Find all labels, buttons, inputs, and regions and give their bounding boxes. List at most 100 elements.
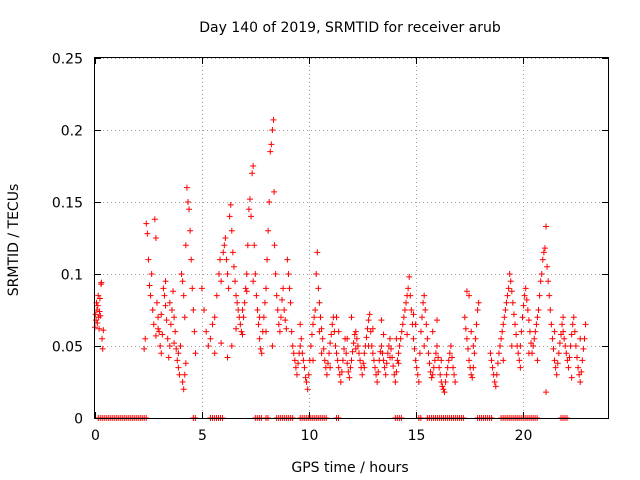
- data-point: [369, 350, 376, 357]
- data-point: [553, 371, 560, 378]
- data-point: [271, 188, 278, 195]
- data-point: [302, 374, 309, 381]
- data-point: [339, 357, 346, 364]
- data-point: [501, 314, 508, 321]
- data-point: [414, 371, 421, 378]
- data-point: [303, 379, 310, 385]
- data-point: [151, 216, 158, 223]
- data-point: [173, 345, 180, 352]
- data-point: [272, 271, 279, 277]
- data-point: [366, 311, 373, 318]
- data-point: [361, 350, 368, 357]
- data-point: [273, 292, 280, 299]
- data-point: [316, 328, 323, 335]
- data-point: [317, 314, 324, 321]
- data-point: [523, 296, 530, 303]
- data-point: [286, 285, 293, 292]
- data-point: [227, 201, 234, 208]
- data-point: [160, 285, 167, 292]
- data-point: [240, 314, 247, 321]
- data-point: [99, 335, 106, 342]
- data-point: [508, 288, 515, 295]
- data-point: [355, 350, 362, 357]
- data-point: [429, 371, 436, 378]
- data-point: [335, 364, 342, 371]
- data-point: [347, 364, 354, 371]
- data-point: [307, 343, 314, 349]
- data-point: [318, 350, 325, 357]
- data-point: [473, 321, 480, 328]
- data-point: [176, 371, 183, 378]
- data-point: [468, 328, 475, 335]
- x-tick-label: 0: [91, 428, 100, 444]
- data-point: [209, 321, 216, 328]
- data-point: [521, 292, 528, 299]
- data-point: [417, 328, 424, 335]
- data-point: [570, 314, 577, 321]
- data-point: [224, 271, 231, 277]
- data-point: [171, 340, 178, 347]
- data-point: [143, 220, 150, 227]
- data-point: [543, 389, 550, 396]
- data-point: [298, 335, 305, 342]
- data-point: [408, 307, 415, 313]
- data-point: [349, 348, 356, 355]
- data-point: [491, 379, 498, 385]
- data-point: [291, 357, 298, 364]
- data-point: [245, 206, 252, 213]
- data-point: [582, 321, 589, 328]
- data-point: [505, 285, 512, 292]
- data-point: [540, 249, 547, 256]
- data-point: [451, 371, 458, 378]
- data-point: [399, 321, 406, 328]
- data-point: [218, 340, 225, 347]
- data-point: [327, 364, 334, 371]
- data-point: [226, 213, 233, 220]
- data-point: [183, 184, 190, 191]
- data-point: [179, 278, 186, 285]
- data-point: [99, 345, 106, 352]
- data-point: [94, 319, 101, 326]
- data-point: [359, 371, 366, 378]
- data-point: [475, 299, 482, 306]
- data-point: [311, 314, 318, 321]
- data-point: [266, 199, 273, 205]
- data-point: [326, 350, 333, 357]
- data-point: [372, 364, 379, 371]
- data-point: [534, 314, 541, 321]
- data-point: [225, 285, 232, 292]
- data-point: [304, 386, 311, 393]
- data-point: [411, 345, 418, 352]
- data-point: [544, 263, 551, 270]
- data-point: [448, 354, 455, 361]
- data-point: [381, 364, 388, 371]
- data-point: [333, 314, 340, 321]
- data-point: [425, 350, 432, 357]
- data-point: [165, 354, 172, 361]
- data-point: [500, 321, 507, 328]
- data-point: [565, 364, 572, 371]
- data-point: [254, 307, 261, 313]
- data-point: [269, 127, 276, 133]
- data-point: [156, 328, 163, 335]
- data-point: [525, 317, 532, 324]
- data-point: [474, 307, 481, 313]
- data-point: [96, 325, 103, 332]
- data-point: [321, 357, 328, 364]
- data-point: [148, 271, 155, 277]
- data-point: [310, 357, 317, 364]
- data-point: [163, 317, 170, 324]
- data-point: [393, 368, 400, 375]
- data-point: [400, 314, 407, 321]
- data-point: [222, 235, 229, 241]
- data-point: [276, 328, 283, 335]
- data-point: [357, 357, 364, 364]
- data-point: [365, 317, 372, 324]
- data-point: [470, 364, 477, 371]
- data-point: [295, 360, 302, 367]
- data-point: [277, 314, 284, 321]
- data-point: [421, 343, 428, 349]
- data-point: [98, 279, 105, 286]
- data-point: [378, 343, 385, 349]
- data-point: [344, 335, 351, 342]
